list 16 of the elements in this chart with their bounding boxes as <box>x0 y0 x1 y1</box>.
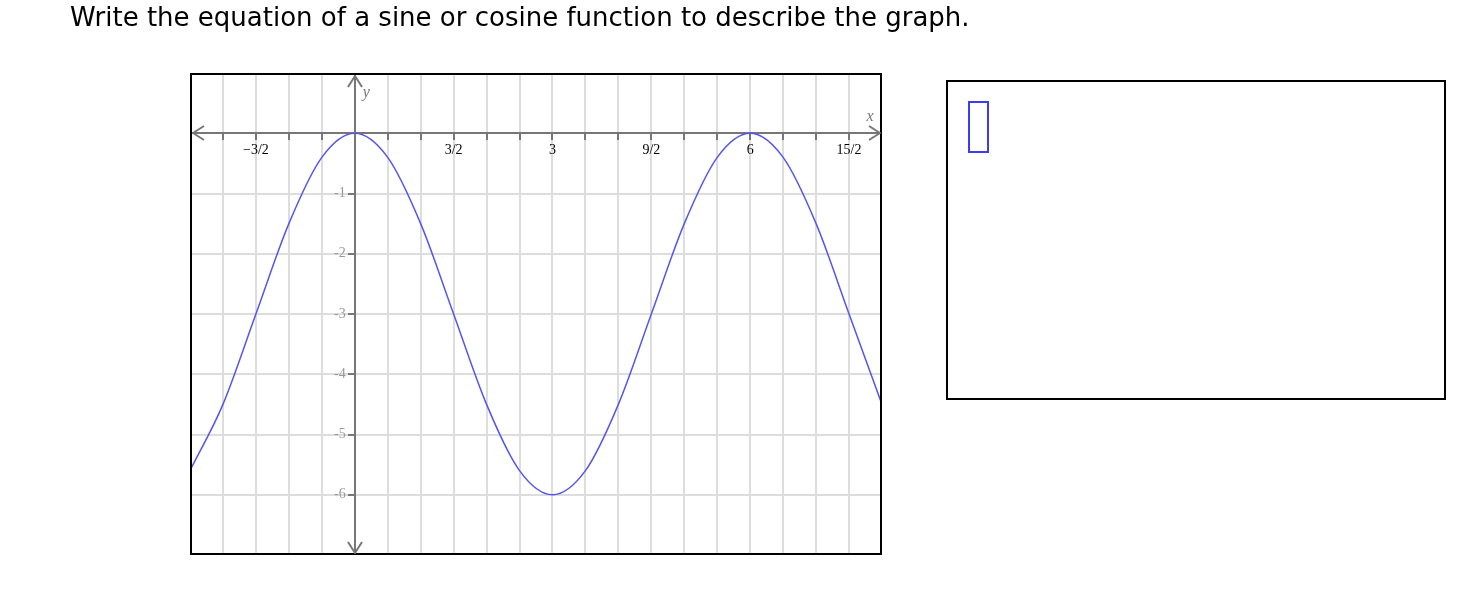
chart-title: Write the equation of a sine or cosine function to describe the graph. <box>70 2 970 32</box>
x-tick-label: 9/2 <box>642 142 661 158</box>
line-series <box>190 132 882 496</box>
y-tick-label: -1 <box>334 185 346 201</box>
x-tick-label: 3/2 <box>444 142 463 158</box>
y-tick-label: -4 <box>334 365 346 381</box>
y-tick-label: -2 <box>334 245 346 261</box>
y-tick-label: -3 <box>334 305 346 321</box>
y-tick-label: -6 <box>334 486 346 502</box>
x-tick-label: 15/2 <box>836 142 862 158</box>
x-axis-title: x <box>865 107 874 125</box>
y-axis-title: y <box>360 83 371 102</box>
y-tick-label: -5 <box>334 426 346 442</box>
x-tick-label: −3/2 <box>243 142 269 158</box>
x-tick-label: 6 <box>746 142 754 158</box>
x-tick-label: 3 <box>548 142 556 158</box>
